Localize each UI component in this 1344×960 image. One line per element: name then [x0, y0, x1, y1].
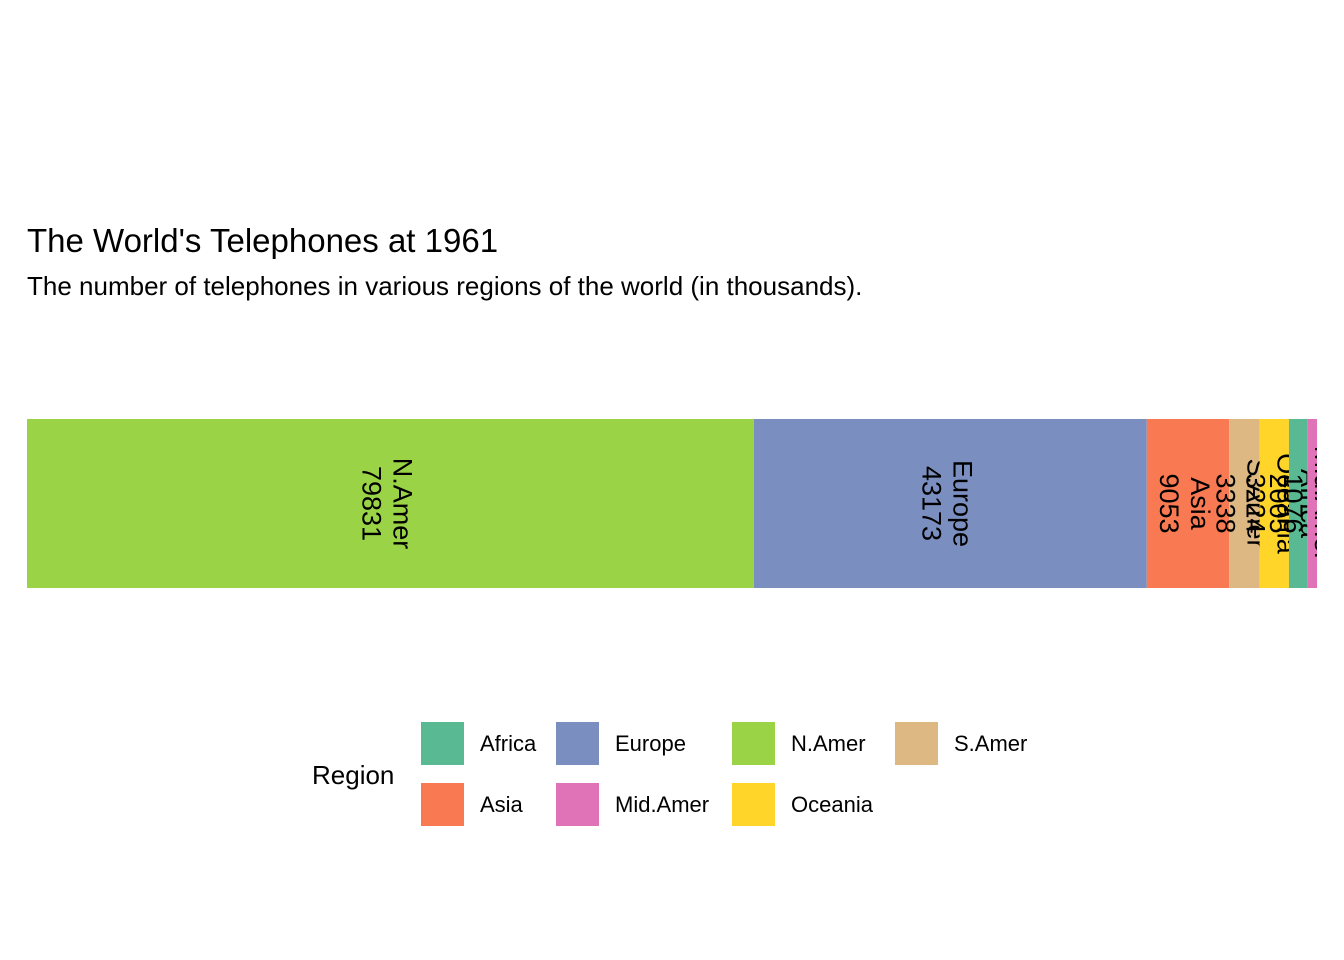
data-label-mid-amer: Mid.Amer1076 [1278, 446, 1339, 562]
data-label-n-amer: N.Amer79831 [356, 458, 417, 550]
bar-segment-asia [1146, 419, 1230, 588]
data-label-value-oceania: 3224 [1240, 473, 1270, 533]
data-label-name-asia: Asia [1185, 477, 1215, 531]
legend-label-africa: Africa [480, 731, 537, 756]
legend-label-oceania: Oceania [791, 792, 873, 817]
legend: Region Africa Asia Europe Mid.Amer N.Amer Oce… [312, 722, 1072, 826]
bar-segment-europe [753, 419, 1147, 588]
data-label-value-mid-amer: 1076 [1278, 473, 1308, 533]
data-label-value-s-amer: 3338 [1210, 473, 1240, 533]
legend-title: Region [312, 760, 395, 790]
legend-swatch-oceania [732, 783, 775, 826]
legend-swatch-n-amer [732, 722, 775, 765]
data-label-name-n-amer: N.Amer [387, 458, 417, 550]
data-label-value-europe: 43173 [916, 466, 946, 541]
legend-label-s-amer: S.Amer [954, 731, 1028, 756]
data-label-name-europe: Europe [947, 460, 977, 547]
bar-segment-oceania [1259, 419, 1289, 588]
legend-swatch-mid-amer [556, 783, 599, 826]
data-label-name-mid-amer: Mid.Amer [1309, 446, 1339, 562]
data-label-europe: Europe43173 [916, 460, 977, 547]
bar-segment-s-amer [1229, 419, 1260, 588]
legend-label-asia: Asia [480, 792, 523, 817]
legend-label-mid-amer: Mid.Amer [615, 792, 710, 817]
data-label-value-africa: 2005 [1264, 473, 1294, 533]
legend-label-n-amer: N.Amer [791, 731, 866, 756]
legend-label-europe: Europe [615, 731, 686, 756]
data-label-value-n-amer: 79831 [356, 466, 386, 541]
legend-swatch-asia [421, 783, 464, 826]
bar-segment-mid-amer [1307, 419, 1317, 588]
chart-subtitle: The number of telephones in various regi… [27, 271, 863, 301]
legend-swatch-s-amer [895, 722, 938, 765]
legend-swatch-europe [556, 722, 599, 765]
chart-title: The World's Telephones at 1961 [27, 222, 499, 259]
data-label-asia: Asia9053 [1154, 473, 1215, 533]
bar-segment-africa [1288, 419, 1308, 588]
legend-swatch-africa [421, 722, 464, 765]
data-label-value-asia: 9053 [1154, 473, 1184, 533]
bar-segment-n-amer [27, 419, 754, 588]
